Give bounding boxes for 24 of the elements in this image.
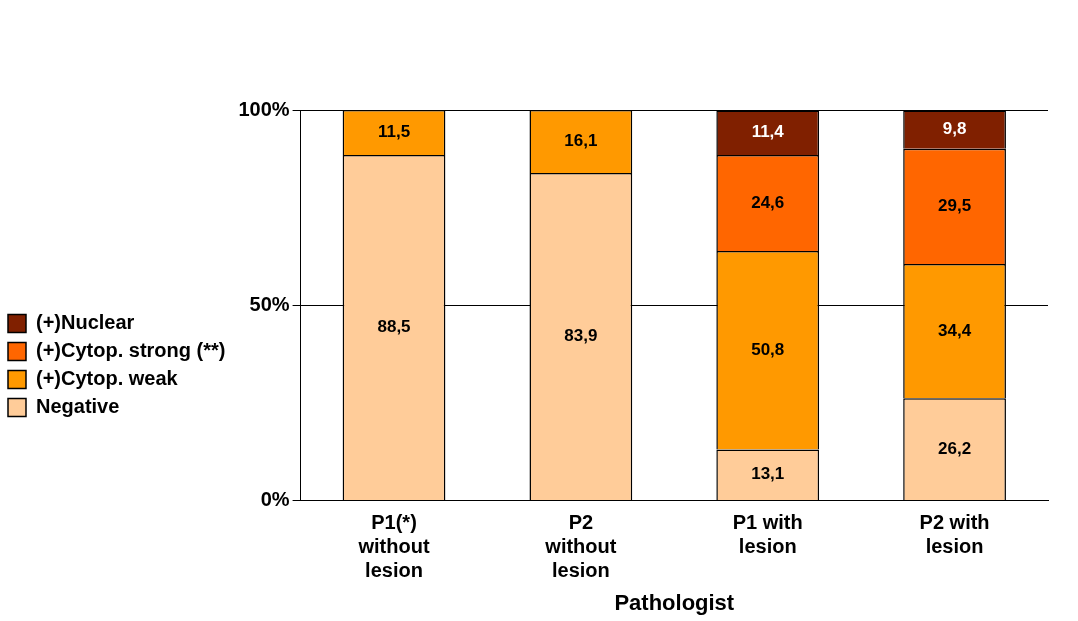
data-label: 11,5 xyxy=(377,122,411,142)
data-label: 16,1 xyxy=(564,131,598,151)
y-tick-label: 50% xyxy=(249,292,290,315)
data-label: 83,9 xyxy=(564,326,598,346)
y-tick-label: 0% xyxy=(260,488,290,511)
data-label: 24,6 xyxy=(751,192,785,212)
data-label: 34,4 xyxy=(938,320,972,340)
legend-label: (+)Nuclear xyxy=(36,311,135,334)
legend-label: Negative xyxy=(36,395,120,418)
data-label: 29,5 xyxy=(938,195,972,215)
data-label: 11,4 xyxy=(751,122,785,142)
x-tick-label: P1 with lesion xyxy=(732,511,803,558)
y-tick-label: 100% xyxy=(238,97,290,120)
data-label: 9,8 xyxy=(942,119,967,139)
data-label: 88,5 xyxy=(377,317,411,337)
x-tick-label: P2 without lesion xyxy=(544,511,617,582)
data-label: 26,2 xyxy=(938,438,972,458)
x-axis-title: Pathologist xyxy=(614,589,735,615)
data-label: 50,8 xyxy=(751,339,785,359)
data-label: 13,1 xyxy=(751,464,785,484)
legend-label: (+)Cytop. weak xyxy=(36,367,179,390)
legend-label: (+)Cytop. strong (**) xyxy=(36,339,226,362)
x-tick-label: P1(*) without lesion xyxy=(357,511,430,582)
x-tick-label: P2 with lesion xyxy=(919,511,990,558)
